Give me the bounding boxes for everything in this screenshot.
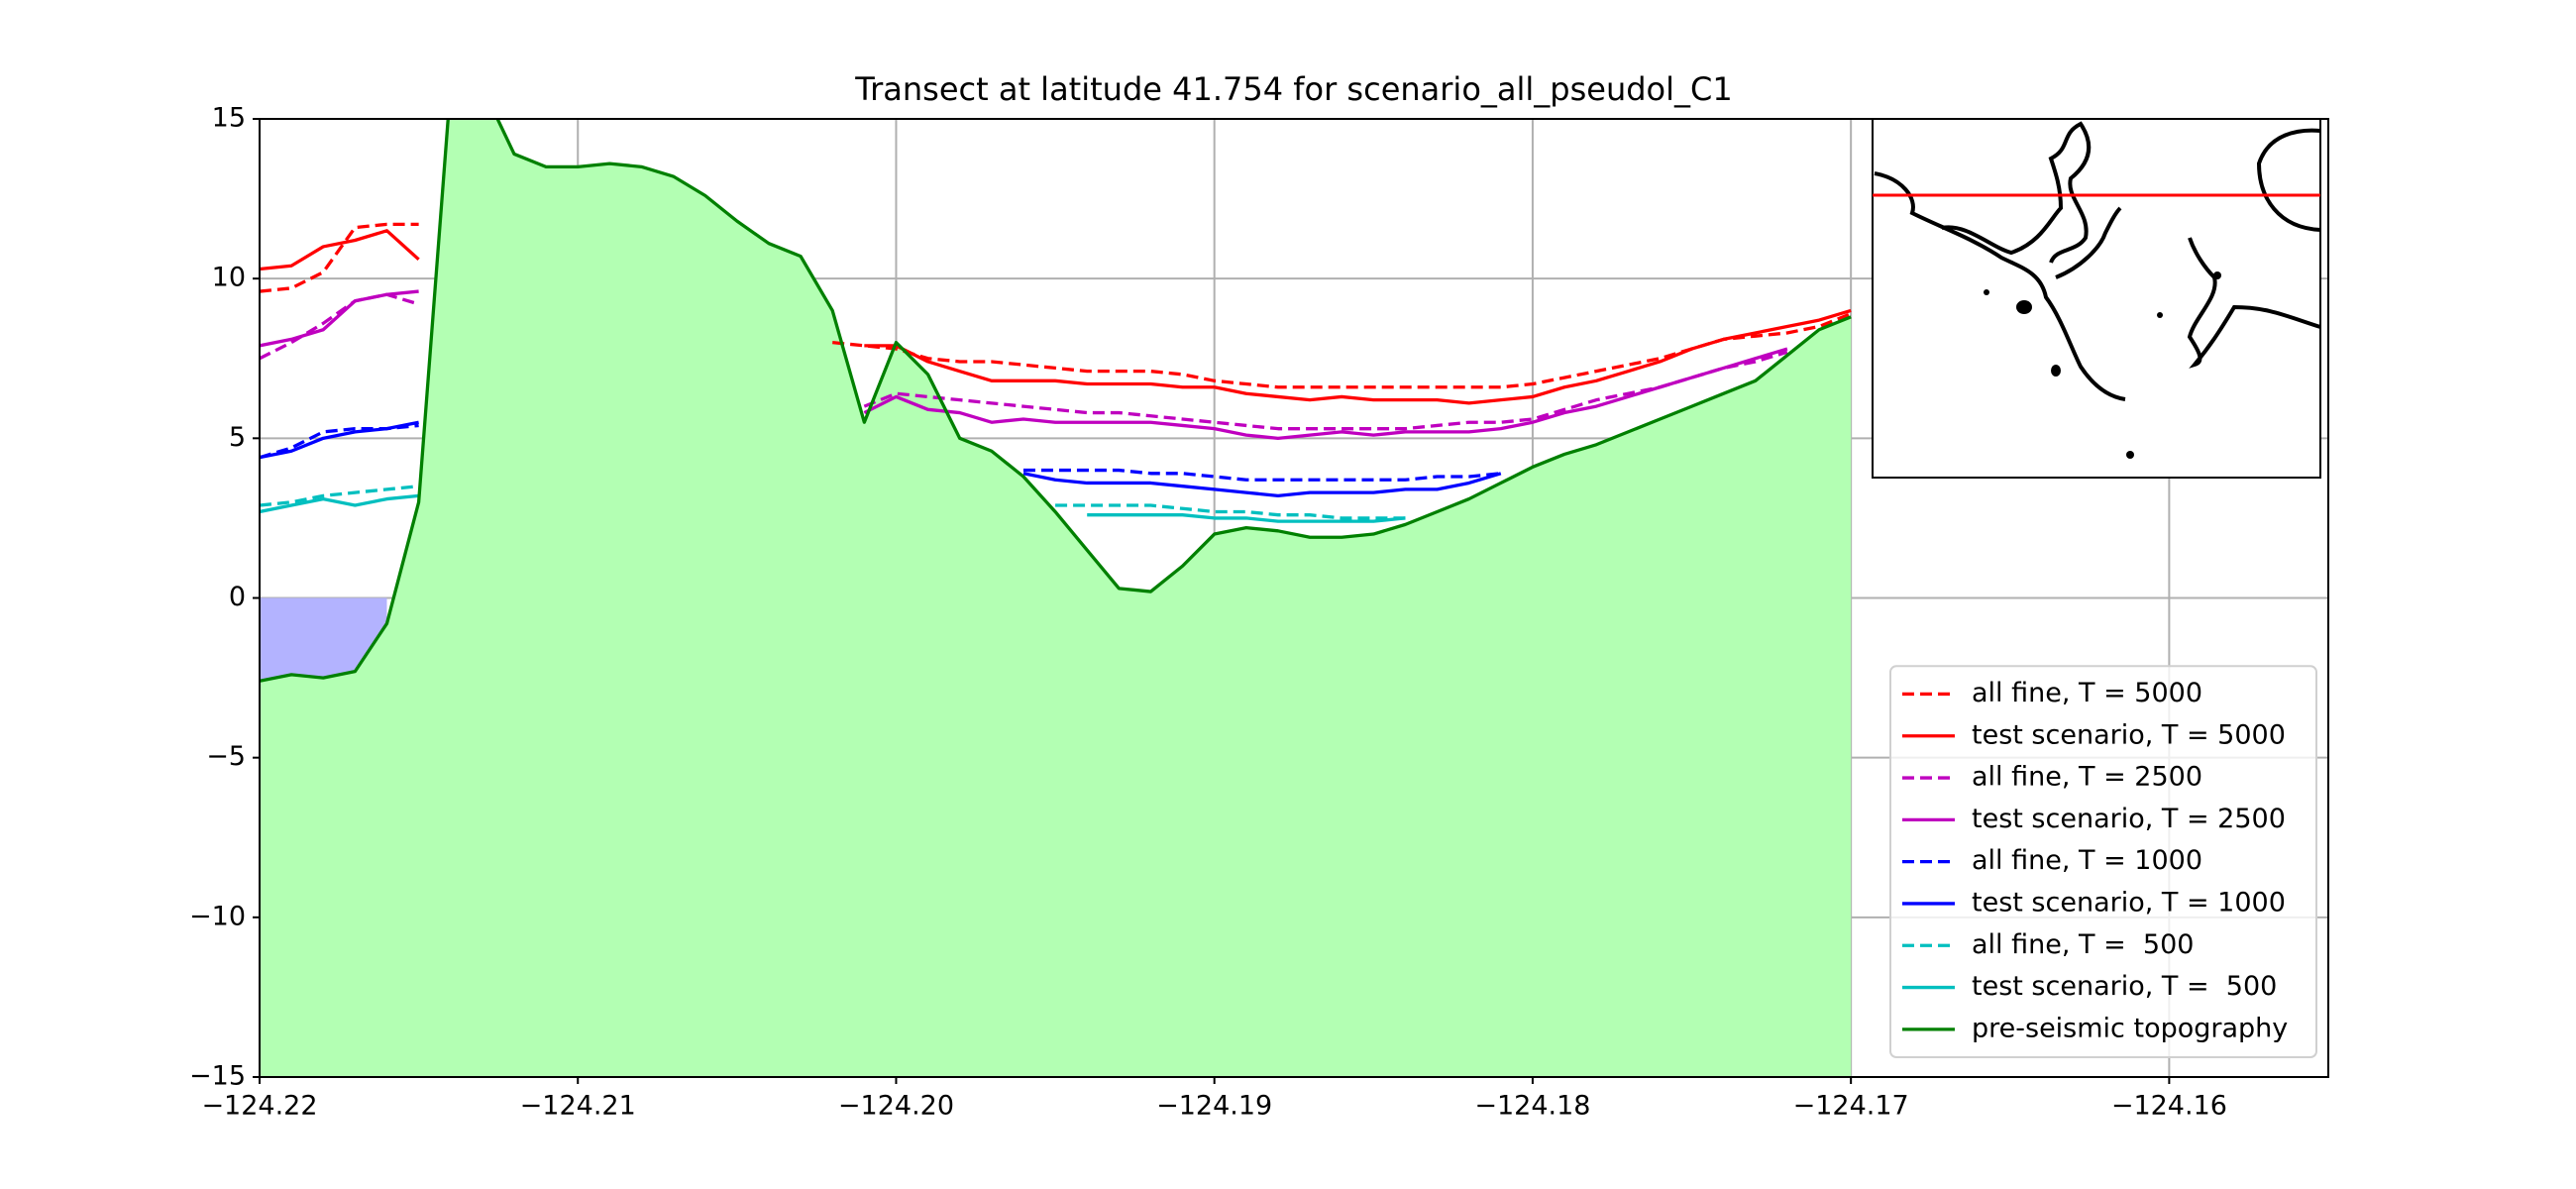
- coast-path: [2055, 206, 2122, 279]
- island: [2126, 451, 2134, 459]
- island: [2016, 300, 2032, 314]
- legend-label: all fine, T = 5000: [1972, 678, 2202, 708]
- y-tick-label: 5: [229, 422, 246, 453]
- coast-path: [1941, 121, 2092, 264]
- legend: all fine, T = 5000 test scenario, T = 500…: [1889, 665, 2317, 1058]
- island: [2157, 312, 2163, 318]
- series-line: [260, 289, 1788, 440]
- axes: −124.22 −124.21 −124.20 −124.19 −124.18 −124.…: [189, 103, 2329, 1122]
- x-tick-label: −124.22: [201, 1091, 317, 1122]
- x-tick-label: −124.20: [838, 1091, 954, 1122]
- y-tick-label: 0: [229, 582, 246, 612]
- series-line: [260, 493, 1406, 523]
- y-tick-label: −10: [189, 901, 246, 931]
- x-tick-label: −124.18: [1474, 1091, 1590, 1122]
- island: [2213, 271, 2221, 279]
- islands: [1984, 271, 2221, 459]
- inset-map: [1872, 118, 2321, 479]
- x-tick-label: −124.17: [1793, 1091, 1909, 1122]
- y-tick-label: −15: [189, 1061, 246, 1092]
- series-line: [260, 420, 1502, 498]
- series-line: [260, 485, 1406, 520]
- legend-label: test scenario, T = 500: [1972, 971, 2277, 1002]
- inset-frame: [1872, 118, 2321, 479]
- y-tick-label: 15: [212, 103, 246, 134]
- legend-label: all fine, T = 1000: [1972, 845, 2202, 876]
- series-line: [260, 119, 1852, 683]
- x-tick-label: −124.21: [520, 1091, 636, 1122]
- series-line: [260, 423, 1501, 482]
- legend-label: test scenario, T = 2500: [1972, 804, 2286, 834]
- legend-label: test scenario, T = 1000: [1972, 887, 2286, 918]
- coastline: [1874, 121, 2321, 401]
- coast-path: [1874, 171, 2126, 401]
- x-tick-label: −124.16: [2111, 1091, 2227, 1122]
- series-line: [260, 229, 1852, 405]
- water-fill: [260, 597, 387, 682]
- legend-label: all fine, T = 500: [1972, 929, 2194, 960]
- legend-label: pre-seismic topography: [1972, 1013, 2288, 1043]
- legend-label: test scenario, T = 5000: [1972, 719, 2286, 750]
- axes-frame: [259, 118, 2329, 1078]
- chart-title: Transect at latitude 41.754 for scenario…: [854, 70, 1732, 108]
- island: [1984, 289, 1989, 295]
- y-tick-label: −5: [206, 741, 246, 772]
- x-tick-label: −124.19: [1156, 1091, 1272, 1122]
- series-line: [260, 222, 1852, 389]
- series-line: [260, 292, 1788, 431]
- land-fill: [260, 119, 1852, 1077]
- legend-label: all fine, T = 2500: [1972, 762, 2202, 793]
- legend-box: [1889, 665, 2317, 1058]
- island: [2051, 365, 2061, 377]
- y-tick-label: 10: [212, 263, 246, 293]
- coast-path: [2256, 128, 2321, 232]
